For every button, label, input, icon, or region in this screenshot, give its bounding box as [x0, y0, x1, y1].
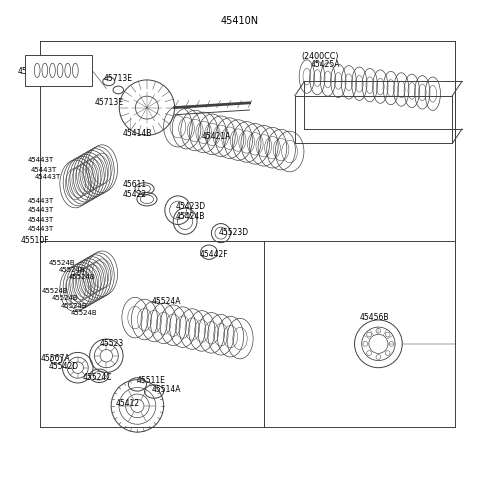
Text: 45414B: 45414B — [123, 129, 153, 138]
Text: 45412: 45412 — [116, 399, 140, 408]
Text: 45443T: 45443T — [28, 157, 54, 163]
Text: 45471A: 45471A — [18, 67, 48, 76]
Text: 45523D: 45523D — [218, 228, 249, 237]
Text: 45713E: 45713E — [95, 98, 123, 107]
Text: 45424B: 45424B — [176, 212, 205, 221]
Text: 45524B: 45524B — [51, 296, 78, 302]
Text: 45524B: 45524B — [59, 267, 85, 273]
Text: 45524B: 45524B — [42, 288, 69, 294]
Text: 45524B: 45524B — [61, 303, 88, 308]
Text: 45542D: 45542D — [49, 362, 79, 371]
Text: 45514A: 45514A — [152, 385, 181, 394]
Text: 45425A: 45425A — [311, 60, 340, 69]
Text: 45443T: 45443T — [28, 217, 54, 223]
Text: 45443T: 45443T — [28, 226, 54, 232]
Text: 45442F: 45442F — [199, 250, 228, 259]
Text: 45443T: 45443T — [31, 167, 57, 173]
Text: 45423D: 45423D — [176, 202, 206, 212]
Text: 45456B: 45456B — [360, 313, 389, 322]
Text: 45443T: 45443T — [28, 198, 54, 204]
Text: 45611: 45611 — [123, 181, 147, 189]
Text: 45410N: 45410N — [221, 16, 259, 26]
Text: 45443T: 45443T — [34, 174, 60, 180]
Text: 45422: 45422 — [123, 190, 147, 199]
Text: 45524B: 45524B — [71, 310, 97, 316]
Text: 45510F: 45510F — [21, 236, 49, 245]
Text: 45524C: 45524C — [83, 373, 112, 382]
Text: 45523: 45523 — [99, 339, 123, 348]
Text: 45524A: 45524A — [152, 297, 181, 307]
Text: 45511E: 45511E — [136, 376, 165, 385]
Text: 45443T: 45443T — [28, 207, 54, 213]
Text: 45524B: 45524B — [68, 274, 95, 280]
Text: 45567A: 45567A — [40, 354, 70, 363]
Text: (2400CC): (2400CC) — [301, 52, 338, 61]
Text: 45421A: 45421A — [202, 132, 231, 141]
Bar — [25, 55, 92, 86]
Text: 45713E: 45713E — [104, 73, 133, 83]
Text: 45524B: 45524B — [49, 260, 76, 266]
